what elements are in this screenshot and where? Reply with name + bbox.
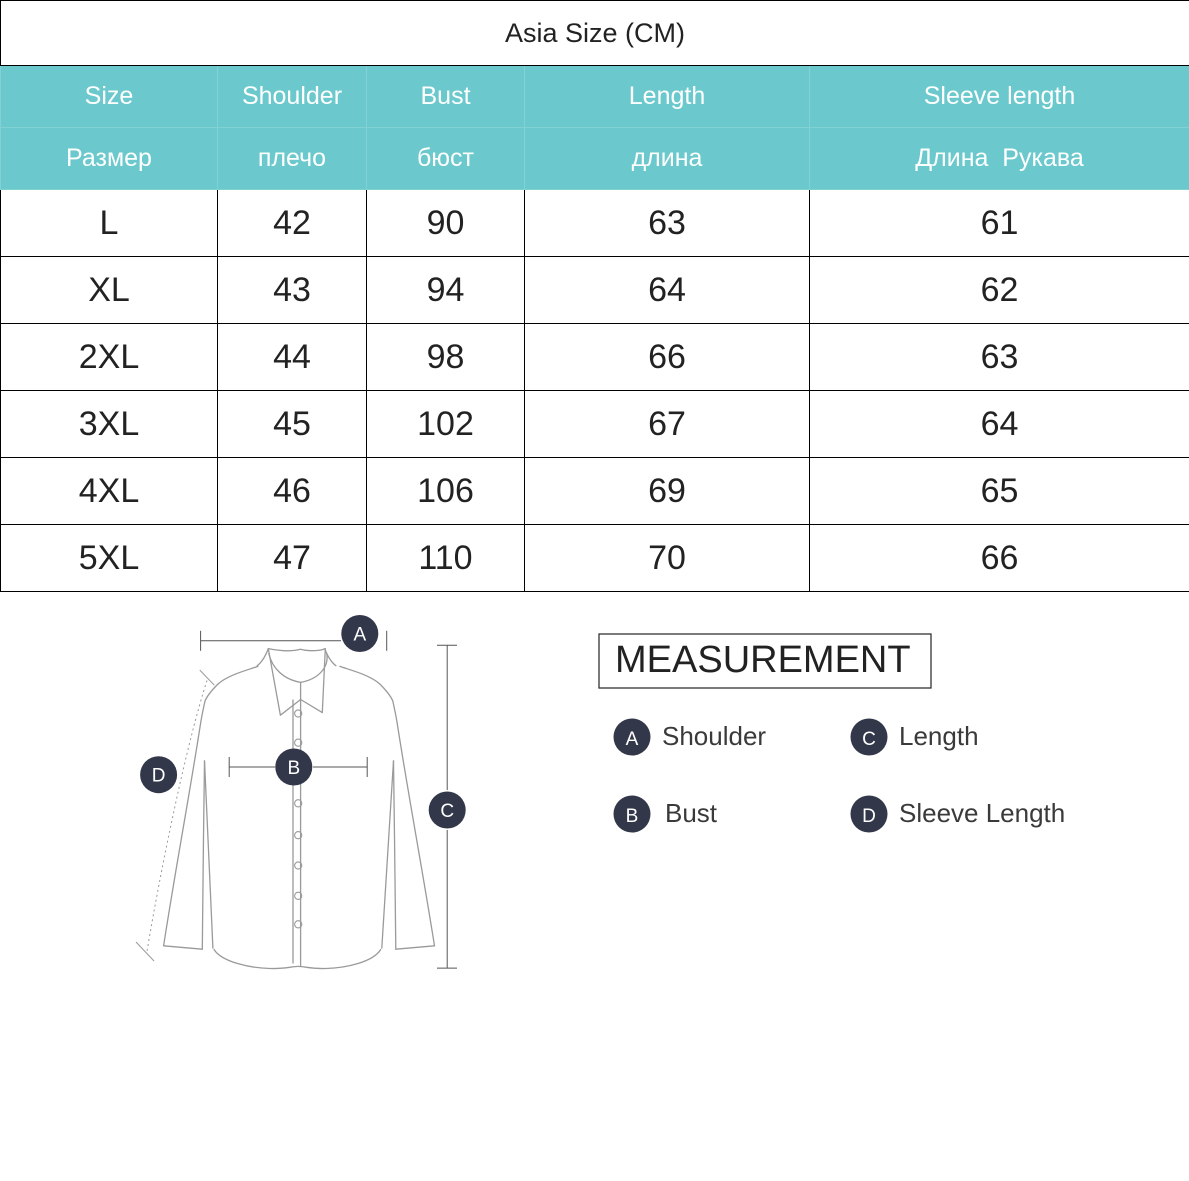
svg-text:MEASUREMENT: MEASUREMENT: [615, 639, 911, 681]
svg-text:C: C: [862, 729, 876, 750]
svg-text:C: C: [440, 801, 454, 822]
svg-text:A: A: [353, 625, 366, 646]
svg-text:D: D: [862, 806, 876, 827]
svg-text:A: A: [626, 729, 639, 750]
svg-text:B: B: [626, 806, 639, 827]
svg-text:B: B: [287, 758, 300, 779]
svg-text:Sleeve Length: Sleeve Length: [899, 798, 1065, 828]
svg-text:Shoulder: Shoulder: [662, 721, 766, 751]
svg-text:D: D: [152, 766, 166, 787]
svg-text:Bust: Bust: [665, 798, 718, 828]
svg-text:Length: Length: [899, 721, 979, 751]
